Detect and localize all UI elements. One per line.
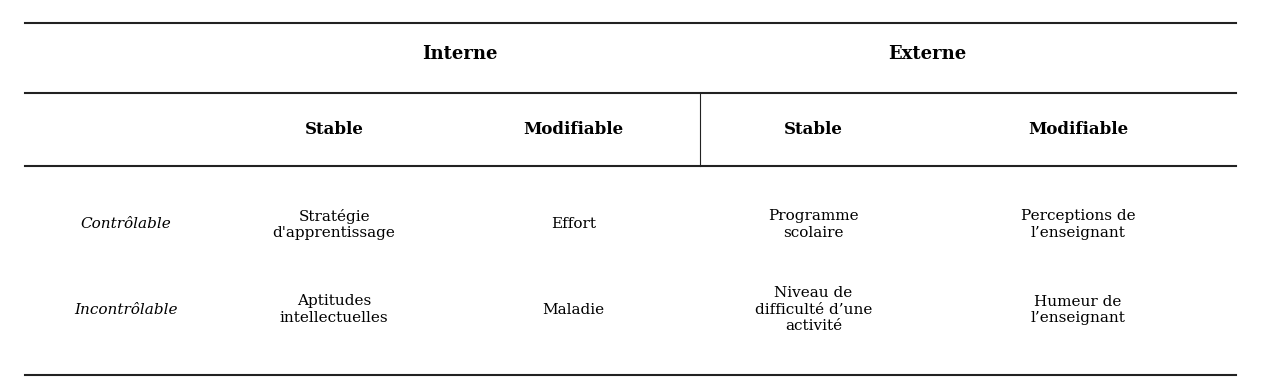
Text: Niveau de
difficulté d’une
activité: Niveau de difficulté d’une activité (754, 286, 873, 333)
Text: Modifiable: Modifiable (523, 121, 624, 138)
Text: Aptitudes
intellectuelles: Aptitudes intellectuelles (280, 295, 388, 325)
Text: Maladie: Maladie (542, 303, 605, 317)
Text: Effort: Effort (551, 217, 596, 231)
Text: Incontrôlable: Incontrôlable (74, 303, 178, 317)
Text: Stratégie
d'apprentissage: Stratégie d'apprentissage (272, 209, 396, 240)
Text: Interne: Interne (422, 45, 498, 63)
Text: Externe: Externe (888, 45, 966, 63)
Text: Modifiable: Modifiable (1028, 121, 1129, 138)
Text: Stable: Stable (305, 121, 363, 138)
Text: Programme
scolaire: Programme scolaire (768, 209, 859, 240)
Text: Perceptions de
l’enseignant: Perceptions de l’enseignant (1021, 209, 1135, 240)
Text: Humeur de
l’enseignant: Humeur de l’enseignant (1030, 295, 1126, 325)
Text: Contrôlable: Contrôlable (81, 217, 171, 231)
Text: Stable: Stable (784, 121, 842, 138)
